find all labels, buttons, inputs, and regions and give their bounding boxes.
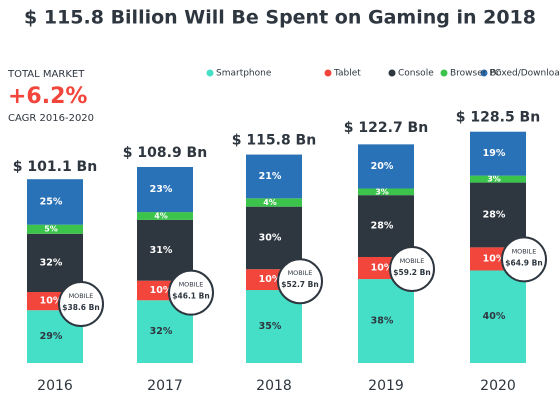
segment-label: 10% [483, 253, 506, 264]
mobile-label: MOBILE [69, 292, 94, 300]
legend-marker [440, 69, 448, 77]
segment-label: 32% [40, 257, 63, 268]
bar-segment [358, 279, 414, 363]
legend-label: Boxed/Downloaded PC [490, 69, 560, 79]
x-tick-label: 2019 [368, 378, 404, 394]
bar-segment [137, 219, 193, 281]
segment-label: 10% [40, 296, 63, 307]
total-label: $ 122.7 Bn [344, 120, 428, 136]
mobile-badge [168, 269, 214, 316]
segment-label: 10% [150, 285, 173, 296]
x-tick-label: 2020 [480, 378, 516, 394]
bar-segment [246, 206, 302, 270]
legend-marker [388, 69, 396, 77]
bar-segment [470, 270, 526, 363]
segment-label: 31% [150, 245, 173, 256]
segment-label: 20% [371, 161, 394, 172]
segment-label: 40% [483, 311, 506, 322]
bar-segment [246, 198, 302, 207]
bar-segment [137, 212, 193, 220]
mobile-badge [277, 258, 323, 305]
mobile-label: MOBILE [179, 281, 204, 289]
bar-segment [470, 175, 526, 183]
mobile-value: $64.9 Bn [505, 258, 542, 267]
legend-label: Console [398, 69, 434, 79]
total-label: $ 115.8 Bn [232, 133, 316, 149]
mobile-value: $52.7 Bn [281, 280, 318, 289]
mobile-badge [501, 236, 547, 283]
mobile-label: MOBILE [512, 247, 537, 255]
segment-label: 19% [483, 148, 506, 159]
legend-marker [324, 69, 332, 77]
x-tick-label: 2017 [147, 378, 183, 394]
segment-label: 3% [487, 175, 501, 184]
segment-label: 4% [263, 198, 277, 207]
segment-label: 21% [259, 171, 282, 182]
mobile-value: $38.6 Bn [62, 303, 99, 312]
segment-label: 32% [150, 326, 173, 337]
bar-segment [27, 179, 83, 225]
segment-label: 4% [154, 211, 168, 220]
segment-label: 10% [259, 274, 282, 285]
legend-label: Tablet [333, 69, 361, 79]
segment-label: 25% [40, 196, 63, 207]
legend-marker [480, 69, 488, 77]
segment-label: 5% [44, 225, 58, 234]
bar-segment [470, 182, 526, 248]
bar-segment [358, 144, 414, 189]
mobile-badge [58, 281, 104, 328]
mobile-label: MOBILE [400, 257, 425, 265]
bar-segment [246, 154, 302, 199]
segment-label: 38% [371, 316, 394, 327]
bar-segment [27, 224, 83, 234]
x-tick-label: 2018 [256, 378, 292, 394]
chart-title: $ 115.8 Billion Will Be Spent on Gaming … [24, 7, 536, 29]
legend-label: Smartphone [216, 69, 272, 79]
x-tick-label: 2016 [37, 378, 73, 394]
segment-label: 28% [371, 221, 394, 232]
mobile-badge [389, 245, 435, 292]
bar-segment [137, 166, 193, 213]
market-label: TOTAL MARKET [7, 69, 85, 80]
segment-label: 10% [371, 263, 394, 274]
segment-label: 28% [483, 209, 506, 220]
total-label: $ 101.1 Bn [13, 159, 97, 175]
segment-label: 29% [40, 331, 63, 342]
cagr-value: +6.2% [8, 84, 87, 109]
bar-segment [358, 195, 414, 257]
segment-label: 30% [259, 232, 282, 243]
segment-label: 35% [259, 321, 282, 332]
total-label: $ 128.5 Bn [456, 110, 540, 126]
mobile-label: MOBILE [288, 269, 313, 277]
total-label: $ 108.9 Bn [123, 145, 207, 161]
legend-label: Browser PC [450, 69, 501, 79]
bar-segment [470, 131, 526, 176]
legend-marker [206, 69, 214, 77]
cagr-label: CAGR 2016-2020 [8, 113, 94, 124]
mobile-value: $46.1 Bn [172, 292, 209, 301]
segment-label: 3% [375, 187, 389, 196]
segment-label: 23% [150, 184, 173, 195]
bar-segment [358, 188, 414, 196]
mobile-value: $59.2 Bn [393, 268, 430, 277]
